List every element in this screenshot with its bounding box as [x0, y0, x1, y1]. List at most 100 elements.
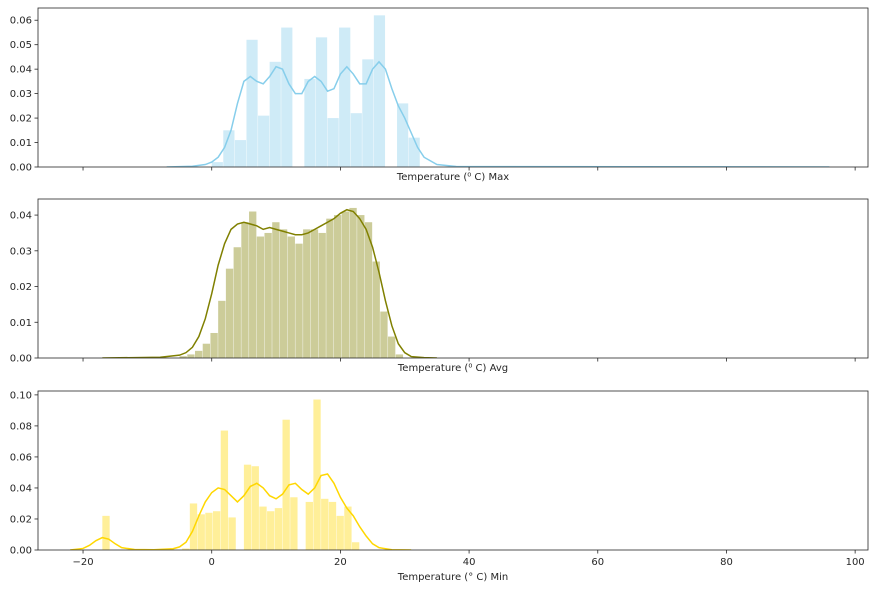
- max-axes-frame: [37, 7, 869, 168]
- min-bar-3: [197, 514, 205, 550]
- min-bar-7: [228, 517, 236, 550]
- min-ytick-label-2: 0.04: [10, 483, 32, 494]
- min-bar-23: [351, 542, 360, 550]
- max-bar-0: [211, 162, 223, 167]
- min-ytick-label-5: 0.10: [10, 390, 32, 401]
- min-bar-18: [313, 399, 321, 550]
- min-kde-line: [70, 473, 412, 550]
- avg-ytick-label-2: 0.02: [10, 282, 32, 293]
- avg-bar-11: [264, 232, 272, 358]
- max-ytick-label-0: 0.00: [10, 163, 32, 174]
- avg-ytick-label-4: 0.04: [10, 211, 32, 222]
- max-bar-9: [315, 37, 328, 167]
- max-bar-13: [362, 59, 374, 167]
- avg-bar-28: [395, 354, 404, 358]
- max-bar-5: [269, 61, 281, 167]
- min-xtick-label-6: 100: [846, 557, 865, 568]
- max-ytick-label-4: 0.04: [10, 65, 32, 76]
- max-bar-12: [350, 113, 362, 167]
- avg-bar-12: [272, 222, 280, 358]
- avg-bar-5: [218, 300, 226, 358]
- avg-bar-27: [388, 336, 396, 358]
- avg-bar-20: [333, 215, 342, 358]
- min-bar-1: [182, 548, 190, 550]
- avg-bar-9: [249, 211, 257, 358]
- min-bar-10: [251, 466, 259, 550]
- avg-bar-16: [303, 229, 311, 358]
- max-histogram: [211, 15, 420, 167]
- min-bar-0: [102, 515, 110, 550]
- min-bar-4: [205, 512, 213, 550]
- min-histogram: [102, 399, 360, 550]
- min-xtick-label-1: 0: [209, 557, 215, 568]
- min-ytick-label-3: 0.06: [10, 452, 32, 463]
- avg-bar-21: [341, 211, 350, 358]
- avg-bar-1: [187, 354, 195, 358]
- max-bar-2: [234, 140, 247, 167]
- avg-bar-13: [279, 229, 288, 358]
- min-xlabel: Temperature (° C) Min: [397, 572, 508, 583]
- min-bar-20: [328, 501, 337, 550]
- min-xtick-label-5: 80: [720, 557, 733, 568]
- min-bar-14: [282, 419, 290, 550]
- avg-bar-7: [233, 247, 241, 358]
- max-ytick-label-1: 0.01: [10, 138, 32, 149]
- min-bar-21: [336, 515, 344, 550]
- min-bar-2: [189, 503, 198, 550]
- avg-axes-frame: [37, 198, 869, 359]
- min-xtick-label-3: 40: [463, 557, 476, 568]
- min-bar-13: [274, 508, 283, 550]
- avg-bar-23: [357, 215, 365, 358]
- min-bar-12: [267, 511, 275, 550]
- min-bar-22: [344, 506, 352, 550]
- subplot-max: 0.00 0.01 0.02 0.03 0.04 0.05 0.06 Temperature …: [10, 7, 869, 183]
- max-bar-10: [327, 118, 339, 167]
- avg-bar-8: [241, 222, 249, 358]
- min-xtick-label-2: 20: [334, 557, 347, 568]
- max-bar-11: [339, 27, 351, 167]
- avg-bar-17: [310, 229, 319, 358]
- avg-bar-2: [194, 350, 203, 358]
- max-bar-17: [408, 137, 420, 167]
- avg-bar-3: [202, 343, 211, 358]
- max-xlabel: Temperature (⁰ C) Max: [396, 172, 509, 183]
- max-kde-line: [166, 60, 830, 167]
- avg-bar-24: [364, 222, 373, 358]
- min-xtick-label-0: −20: [72, 557, 93, 568]
- max-bar-6: [281, 27, 293, 167]
- avg-bar-0: [179, 356, 187, 358]
- max-ytick-label-2: 0.02: [10, 114, 32, 125]
- subplot-avg: 0.00 0.01 0.02 0.03 0.04 Temperature (⁰ C) Av…: [10, 198, 869, 374]
- avg-bar-14: [287, 236, 295, 358]
- max-ytick-label-3: 0.03: [10, 89, 32, 100]
- avg-bar-22: [349, 207, 357, 358]
- avg-ytick-label-0: 0.00: [10, 354, 32, 365]
- avg-ytick-label-3: 0.03: [10, 246, 32, 257]
- avg-bar-26: [380, 311, 388, 358]
- min-axes-frame: [37, 390, 869, 551]
- avg-bar-19: [326, 218, 334, 358]
- avg-bar-15: [295, 243, 303, 358]
- avg-histogram: [179, 207, 404, 358]
- avg-bar-18: [318, 232, 326, 358]
- max-bar-8: [304, 78, 316, 167]
- max-bar-4: [258, 115, 270, 167]
- max-ytick-label-5: 0.05: [10, 40, 32, 51]
- max-bar-16: [397, 103, 409, 167]
- min-bar-11: [259, 506, 267, 550]
- avg-kde-line: [102, 208, 437, 358]
- avg-ytick-label-1: 0.01: [10, 318, 32, 329]
- avg-xlabel: Temperature (⁰ C) Avg: [397, 363, 508, 374]
- max-bar-1: [223, 130, 235, 167]
- avg-bar-4: [210, 332, 218, 358]
- avg-bar-6: [225, 268, 234, 358]
- min-ytick-label-4: 0.08: [10, 421, 32, 432]
- max-bar-14: [373, 15, 386, 167]
- min-bar-15: [290, 497, 298, 550]
- min-xtick-label-4: 60: [591, 557, 604, 568]
- min-ytick-label-0: 0.00: [10, 546, 32, 557]
- avg-bar-10: [256, 236, 265, 358]
- min-ytick-label-1: 0.02: [10, 514, 32, 525]
- max-ytick-label-6: 0.06: [10, 16, 32, 27]
